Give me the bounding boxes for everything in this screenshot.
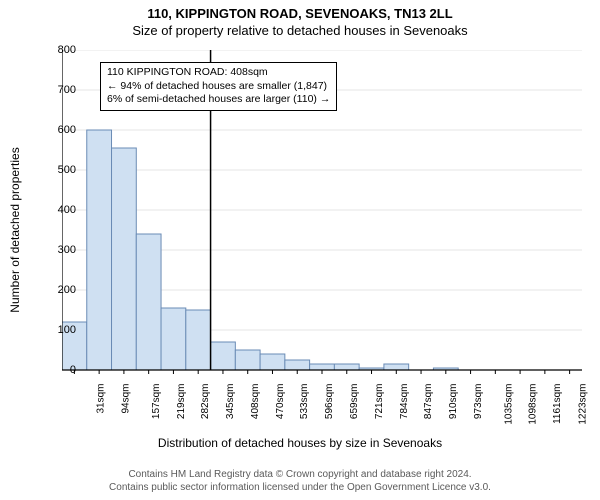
x-tick-label: 282sqm [201, 384, 212, 420]
footer-line: Contains public sector information licen… [0, 481, 600, 494]
x-axis-label: Distribution of detached houses by size … [0, 436, 600, 450]
y-tick-label: 400 [58, 204, 76, 216]
x-tick-label: 470sqm [275, 384, 286, 420]
annotation-line: 6% of semi-detached houses are larger (1… [107, 93, 330, 107]
x-tick-label: 659sqm [349, 384, 360, 420]
y-tick-label: 200 [58, 284, 76, 296]
x-tick-label: 408sqm [250, 384, 261, 420]
x-tick-label: 596sqm [324, 384, 335, 420]
x-tick-label: 31sqm [96, 384, 107, 414]
y-tick-label: 700 [58, 84, 76, 96]
footer-line: Contains HM Land Registry data © Crown c… [0, 468, 600, 481]
y-tick-label: 300 [58, 244, 76, 256]
y-axis-label: Number of detached properties [8, 147, 22, 312]
x-tick-label: 784sqm [399, 384, 410, 420]
annotation-line: 110 KIPPINGTON ROAD: 408sqm [107, 66, 330, 80]
x-tick-label: 345sqm [225, 384, 236, 420]
y-tick-label: 100 [58, 324, 76, 336]
x-tick-label: 533sqm [300, 384, 311, 420]
title-main: 110, KIPPINGTON ROAD, SEVENOAKS, TN13 2L… [0, 0, 600, 21]
title-sub: Size of property relative to detached ho… [0, 21, 600, 42]
x-tick-label: 721sqm [374, 384, 385, 420]
annotation-line: ← 94% of detached houses are smaller (1,… [107, 80, 330, 94]
x-tick-label: 1223sqm [577, 384, 588, 425]
y-tick-label: 500 [58, 164, 76, 176]
x-tick-label: 1035sqm [503, 384, 514, 425]
y-tick-label: 0 [70, 364, 76, 376]
y-tick-label: 600 [58, 124, 76, 136]
x-tick-label: 1098sqm [528, 384, 539, 425]
x-tick-label: 1161sqm [552, 384, 563, 424]
x-tick-label: 847sqm [423, 384, 434, 420]
y-tick-label: 800 [58, 44, 76, 56]
x-tick-label: 219sqm [176, 384, 187, 420]
x-tick-label: 94sqm [121, 384, 132, 414]
x-tick-label: 910sqm [448, 384, 459, 420]
x-tick-label: 973sqm [473, 384, 484, 420]
annotation-box: 110 KIPPINGTON ROAD: 408sqm ← 94% of det… [100, 62, 337, 111]
x-tick-label: 157sqm [151, 384, 162, 420]
footer-attribution: Contains HM Land Registry data © Crown c… [0, 468, 600, 494]
